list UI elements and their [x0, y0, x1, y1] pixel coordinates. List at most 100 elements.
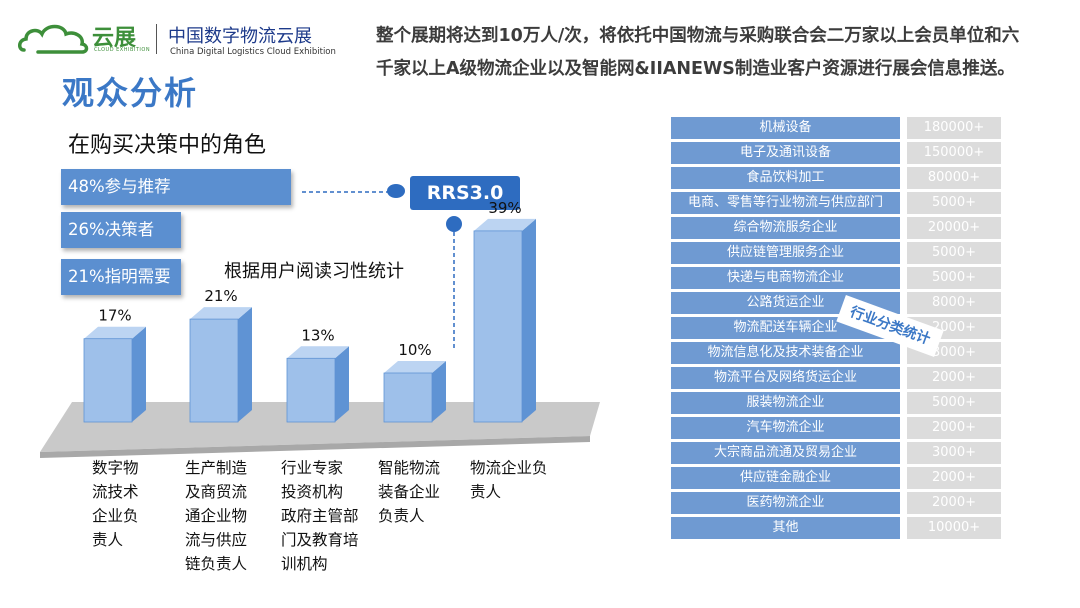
bar-4: 39% — [473, 199, 536, 423]
bar-side — [238, 307, 252, 422]
category-label: 生产制造及商贸流通企业物流与供应链负责人 — [185, 456, 273, 576]
category-label-line: 及商贸流 — [185, 483, 248, 501]
category-label-line: 责人 — [470, 483, 502, 501]
category-label-line: 数字物 — [92, 459, 139, 477]
header-line-2: 千家以上A级物流企业以及智能网&IIANEWS制造业客户资源进行展会信息推送。 — [376, 59, 1015, 79]
industry-row-value: 2000+ — [907, 417, 1001, 439]
industry-row-label: 汽车物流企业 — [671, 417, 900, 439]
industry-row-label: 快递与电商物流企业 — [671, 267, 900, 289]
industry-row-label: 综合物流服务企业 — [671, 217, 900, 239]
category-label: 行业专家投资机构政府主管部门及教育培训机构 — [281, 456, 369, 576]
role-heading: 在购买决策中的角色 — [68, 133, 267, 158]
bar-data-label: 21% — [204, 287, 237, 305]
category-label: 数字物流技术企业负责人 — [92, 456, 180, 552]
industry-row-value: 150000+ — [907, 142, 1001, 164]
category-label-line: 训机构 — [281, 555, 328, 573]
stat-title: 根据用户阅读习性统计 — [224, 261, 404, 282]
category-label-line: 政府主管部 — [281, 507, 359, 525]
industry-row-value: 2000+ — [907, 467, 1001, 489]
role-box-recommend: 48%参与推荐 — [61, 169, 291, 205]
category-label-line: 物流企业负 — [470, 459, 548, 477]
bar-data-label: 13% — [301, 326, 334, 344]
category-label: 物流企业负 责人 — [470, 456, 562, 504]
bar-front — [286, 357, 336, 423]
industry-row-label: 供应链金融企业 — [671, 467, 900, 489]
category-label-line: 企业负 — [92, 507, 139, 525]
category-label-line: 投资机构 — [281, 483, 344, 501]
industry-row-value: 20000+ — [907, 217, 1001, 239]
industry-row-value: 5000+ — [907, 192, 1001, 214]
bar-top — [190, 307, 252, 320]
industry-row-value: 5000+ — [907, 242, 1001, 264]
bar-top — [287, 346, 349, 359]
logo-chinese-name: 中国数字物流云展 — [168, 26, 312, 47]
industry-row-label: 其他 — [671, 517, 900, 539]
industry-row-value: 5000+ — [907, 392, 1001, 414]
logo-word: 云展 — [92, 26, 137, 51]
industry-row-label: 供应链管理服务企业 — [671, 242, 900, 264]
industry-row-value: 80000+ — [907, 167, 1001, 189]
industry-row-value: 2000+ — [907, 367, 1001, 389]
industry-row-value: 5000+ — [907, 267, 1001, 289]
role-box-decision-maker: 26%决策者 — [61, 212, 181, 248]
industry-row-value: 2000+ — [907, 492, 1001, 514]
rrs-badge: RRS3.0 — [410, 176, 520, 210]
bar-side — [432, 361, 446, 422]
category-label-line: 流技术 — [92, 483, 139, 501]
category-label: 智能物流装备企业负责人 — [378, 456, 466, 528]
connector-dot-bottom — [446, 216, 462, 232]
bar-top — [84, 326, 146, 339]
logo-english-name: China Digital Logistics Cloud Exhibition — [170, 47, 336, 57]
industry-row-label: 电子及通讯设备 — [671, 142, 900, 164]
bar-data-label: 39% — [488, 199, 521, 217]
industry-row-label: 电商、零售等行业物流与供应部门 — [671, 192, 900, 214]
bar-front — [83, 338, 133, 423]
bar-front — [383, 372, 433, 423]
bar-data-label: 17% — [98, 307, 131, 325]
logo-subtitle: CLOUD EXHIBITION — [94, 47, 151, 53]
category-label-line: 流与供应 — [185, 531, 248, 549]
chart-floor — [40, 402, 600, 452]
bar-top — [384, 361, 446, 373]
industry-row-label: 食品饮料加工 — [671, 167, 900, 189]
logo-divider — [156, 24, 157, 54]
chart-floor-edge — [40, 436, 590, 458]
category-label-line: 责人 — [92, 531, 124, 549]
bar-top — [474, 218, 536, 231]
industry-row-label: 机械设备 — [671, 117, 900, 139]
industry-row-label: 服装物流企业 — [671, 392, 900, 414]
category-label-line: 装备企业 — [378, 483, 441, 501]
page-title: 观众分析 — [62, 74, 199, 112]
category-label-line: 生产制造 — [185, 459, 248, 477]
bar-side — [132, 326, 146, 422]
bar-side — [522, 218, 536, 422]
header-description: 整个展期将达到10万人/次，将依托中国物流与采购联合会二万家以上会员单位和六 千… — [376, 20, 1056, 86]
category-label-line: 行业专家 — [281, 459, 344, 477]
category-label-line: 通企业物 — [185, 507, 248, 525]
role-box-specify-need: 21%指明需要 — [61, 259, 181, 295]
connector-dot-left — [387, 184, 405, 198]
bar-front — [189, 318, 239, 423]
logo: 云展 CLOUD EXHIBITION 中国数字物流云展 China Digit… — [18, 16, 348, 62]
industry-row-value: 3000+ — [907, 442, 1001, 464]
industry-row-value: 10000+ — [907, 517, 1001, 539]
industry-row-value: 8000+ — [907, 292, 1001, 314]
bar-front — [473, 230, 523, 423]
bar-3: 10% — [383, 341, 446, 423]
cloud-logo-icon — [18, 24, 89, 54]
bar-2: 13% — [286, 326, 349, 423]
category-label-line: 智能物流 — [378, 459, 441, 477]
bar-0: 17% — [83, 307, 146, 423]
bar-data-label: 10% — [398, 341, 431, 359]
industry-row-label: 物流平台及网络货运企业 — [671, 367, 900, 389]
industry-row-label: 大宗商品流通及贸易企业 — [671, 442, 900, 464]
header-line-1: 整个展期将达到10万人/次，将依托中国物流与采购联合会二万家以上会员单位和六 — [376, 26, 1020, 46]
industry-row-value: 180000+ — [907, 117, 1001, 139]
category-label-line: 门及教育培 — [281, 531, 359, 549]
category-label-line: 负责人 — [378, 507, 425, 525]
bar-side — [335, 346, 349, 422]
category-label-line: 链负责人 — [185, 555, 248, 573]
bar-1: 21% — [189, 287, 252, 423]
